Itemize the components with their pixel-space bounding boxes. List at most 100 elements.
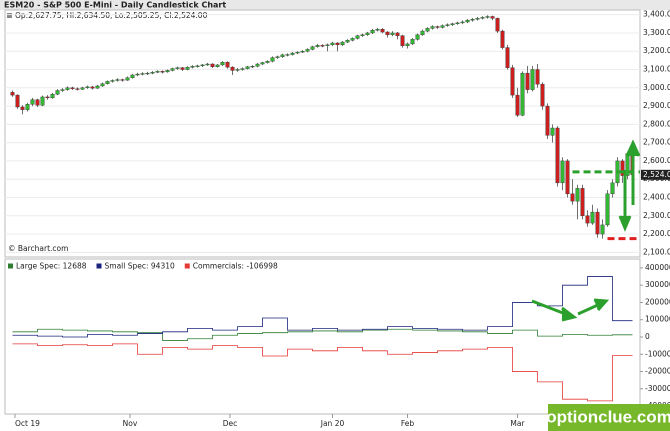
candle-body [235,69,240,71]
candle-body [595,211,600,235]
candle-body [20,106,25,110]
candle-body [325,44,330,46]
candle-body [250,66,255,68]
y-tick-label: 0 [645,332,650,341]
info-icon [7,13,12,18]
y-tick-label: 2,700.00 [643,138,670,147]
y-tick-label: 200000 [645,297,670,306]
candle-body [455,22,460,24]
candle-body [220,61,225,66]
credit: © Barchart.com [8,244,68,253]
candle-body [285,54,290,56]
candle-body [320,45,325,47]
candle-body [555,127,560,184]
candle-body [175,67,180,69]
title-bar [0,0,670,10]
candle-body [50,93,55,99]
candle-body [585,215,590,224]
candle-body [580,188,585,216]
y-tick-label: 2,100.00 [643,247,670,256]
candle-body [415,34,420,40]
candle-body [75,88,80,90]
candle-body [375,29,380,31]
y-tick-label: -200000 [645,367,670,376]
candle-body [65,87,70,90]
candle-body [110,80,115,82]
candle-body [60,89,65,91]
candle-body [95,85,100,89]
candle-body [85,86,90,88]
y-tick-label: 2,800.00 [643,119,670,128]
candle-body [380,29,385,33]
y-tick-label: 2,900.00 [643,101,670,110]
candle-body [280,54,285,57]
candle-body [530,69,535,90]
candle-body [10,92,15,96]
legend-swatch [184,263,190,269]
arrow-head [625,139,641,157]
candle-body [520,72,525,116]
legend-swatch [8,263,13,269]
candle-body [360,34,365,36]
x-tick-label: Feb [401,419,415,428]
price-frame [4,9,641,258]
candle-body [15,94,20,108]
candle-body [440,25,445,28]
candle-body [195,65,200,67]
cot-line [12,343,633,402]
candle-body [330,42,335,46]
y-tick-label: 3,100.00 [643,65,670,74]
candle-body [205,63,210,66]
candle-body [590,211,595,224]
x-tick-label: Mar [510,419,525,428]
legend-label: Large Spec: 12688 [16,262,87,271]
candle-body [100,83,105,87]
candle-body [240,68,245,70]
x-tick-label: Nov [123,419,138,428]
candle-body [525,72,530,90]
candle-body [105,81,110,84]
y-tick-label: 3,400.00 [643,10,670,19]
candle-body [25,104,30,110]
candle-body [610,182,615,195]
candle-body [400,35,405,46]
candle-body [305,49,310,52]
candle-body [130,74,135,78]
candle-body [30,99,35,105]
watermark: optionclue.com [546,407,670,426]
candle-body [575,188,580,202]
watermark-box [548,404,670,431]
candle-body [225,61,230,68]
candle-body [300,51,305,53]
candle-body [230,66,235,71]
y-tick-label: 3,300.00 [643,28,670,37]
candle-body [215,64,220,67]
candle-body [150,72,155,74]
candle-body [310,46,315,50]
candle-body [190,66,195,68]
cot-line [12,328,633,341]
candle-body [385,31,390,35]
y-tick-label: 3,000.00 [643,83,670,92]
last-price-box [641,169,670,180]
x-tick-label: Oct 19 [15,419,40,428]
last-price-label: 2,524.00 [643,170,670,179]
candle-body [600,224,605,235]
candle-body [45,96,50,99]
candle-body [560,160,565,184]
candle-body [370,29,375,34]
candle-body [155,71,160,73]
candle-body [475,18,480,20]
candle-body [120,79,125,81]
candle-body [500,30,505,48]
candle-body [165,70,170,73]
candle-body [405,43,410,46]
candle-body [350,38,355,41]
y-tick-label: 2,300.00 [643,211,670,220]
candle-body [460,21,465,24]
x-tick-label: Dec [223,419,238,428]
candle-body [550,127,555,136]
candle-body [505,47,510,68]
candle-body [145,72,150,75]
candle-body [390,32,395,35]
